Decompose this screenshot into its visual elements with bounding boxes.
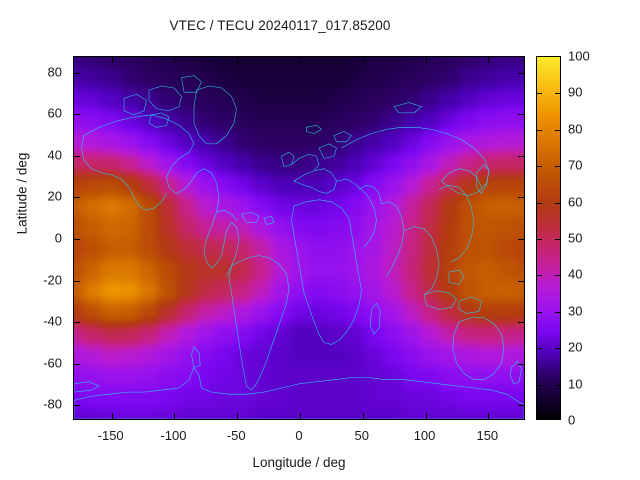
y-tick-mark <box>74 72 80 74</box>
colorbar <box>536 56 561 420</box>
colorbar-tick-mark <box>555 166 560 168</box>
y-tick-mark <box>518 197 524 199</box>
colorbar-tick-label: 90 <box>568 84 583 100</box>
x-tick-mark <box>174 57 176 63</box>
x-tick-label: -150 <box>97 428 124 443</box>
colorbar-tick-mark <box>537 202 542 204</box>
y-tick-label: 80 <box>47 64 62 80</box>
x-tick-mark <box>300 57 301 63</box>
colorbar-tick-label: 70 <box>568 157 583 173</box>
y-tick-mark <box>74 197 80 199</box>
x-tick-mark <box>362 57 364 63</box>
y-tick-label: -20 <box>43 272 62 288</box>
y-tick-mark <box>518 280 524 282</box>
colorbar-tick-label: 20 <box>568 339 583 355</box>
x-tick-mark <box>425 413 427 419</box>
x-tick-label: 100 <box>413 428 436 443</box>
colorbar-tick-mark <box>537 93 542 95</box>
x-tick-mark <box>488 413 490 419</box>
y-tick-label: -80 <box>43 396 62 412</box>
colorbar-tick-label: 40 <box>568 266 583 282</box>
colorbar-tick-mark <box>537 311 542 313</box>
x-tick-label: -50 <box>226 428 246 443</box>
colorbar-tick-label: 100 <box>568 48 590 64</box>
y-tick-mark <box>518 114 524 116</box>
x-tick-label: 50 <box>354 428 369 443</box>
y-tick-mark <box>518 239 524 240</box>
x-tick-mark <box>111 57 113 63</box>
colorbar-tick-mark <box>537 166 542 168</box>
colorbar-tick-label: 50 <box>568 230 583 246</box>
y-tick-label: -60 <box>43 355 62 371</box>
x-tick-mark <box>174 413 176 419</box>
y-tick-label: 20 <box>47 188 62 204</box>
y-tick-mark <box>74 155 80 157</box>
x-tick-mark <box>362 413 364 419</box>
vtec-heatmap <box>74 57 524 419</box>
y-tick-label: 60 <box>47 105 62 121</box>
x-tick-label: 0 <box>295 428 303 443</box>
y-tick-mark <box>74 405 80 407</box>
y-tick-mark <box>74 114 80 116</box>
y-tick-label: 0 <box>54 230 62 246</box>
colorbar-gradient <box>537 57 560 419</box>
y-tick-mark <box>518 72 524 74</box>
colorbar-tick-mark <box>537 275 542 277</box>
y-tick-mark <box>518 322 524 324</box>
x-tick-mark <box>425 57 427 63</box>
vtec-map-panel <box>73 56 525 420</box>
x-tick-label: 150 <box>476 428 499 443</box>
x-axis-label: Longitude / deg <box>252 455 346 470</box>
colorbar-tick-label: 60 <box>568 194 583 210</box>
colorbar-tick-mark <box>537 239 542 240</box>
page-title: VTEC / TECU 20240117_017.85200 <box>169 18 391 33</box>
colorbar-tick-mark <box>555 239 560 240</box>
x-tick-mark <box>237 413 239 419</box>
y-tick-mark <box>74 239 80 240</box>
colorbar-tick-label: 30 <box>568 303 583 319</box>
y-tick-label: -40 <box>43 313 62 329</box>
y-tick-mark <box>74 280 80 282</box>
y-tick-mark <box>518 155 524 157</box>
y-tick-label: 40 <box>47 147 62 163</box>
x-tick-mark <box>111 413 113 419</box>
colorbar-tick-mark <box>537 348 542 350</box>
colorbar-tick-label: 80 <box>568 121 583 137</box>
colorbar-tick-mark <box>537 384 542 386</box>
colorbar-tick-mark <box>555 384 560 386</box>
x-tick-mark <box>237 57 239 63</box>
colorbar-tick-mark <box>555 202 560 204</box>
colorbar-tick-mark <box>555 275 560 277</box>
x-tick-mark <box>488 57 490 63</box>
colorbar-tick-label: 10 <box>568 376 583 392</box>
colorbar-tick-mark <box>555 311 560 313</box>
y-tick-mark <box>74 363 80 365</box>
y-tick-mark <box>74 322 80 324</box>
x-tick-label: -100 <box>160 428 187 443</box>
colorbar-tick-mark <box>555 348 560 350</box>
colorbar-tick-label: 0 <box>568 412 576 428</box>
y-tick-mark <box>518 363 524 365</box>
colorbar-tick-mark <box>555 93 560 95</box>
colorbar-tick-mark <box>555 129 560 131</box>
y-tick-mark <box>518 405 524 407</box>
colorbar-tick-mark <box>537 129 542 131</box>
x-tick-mark <box>300 413 301 419</box>
